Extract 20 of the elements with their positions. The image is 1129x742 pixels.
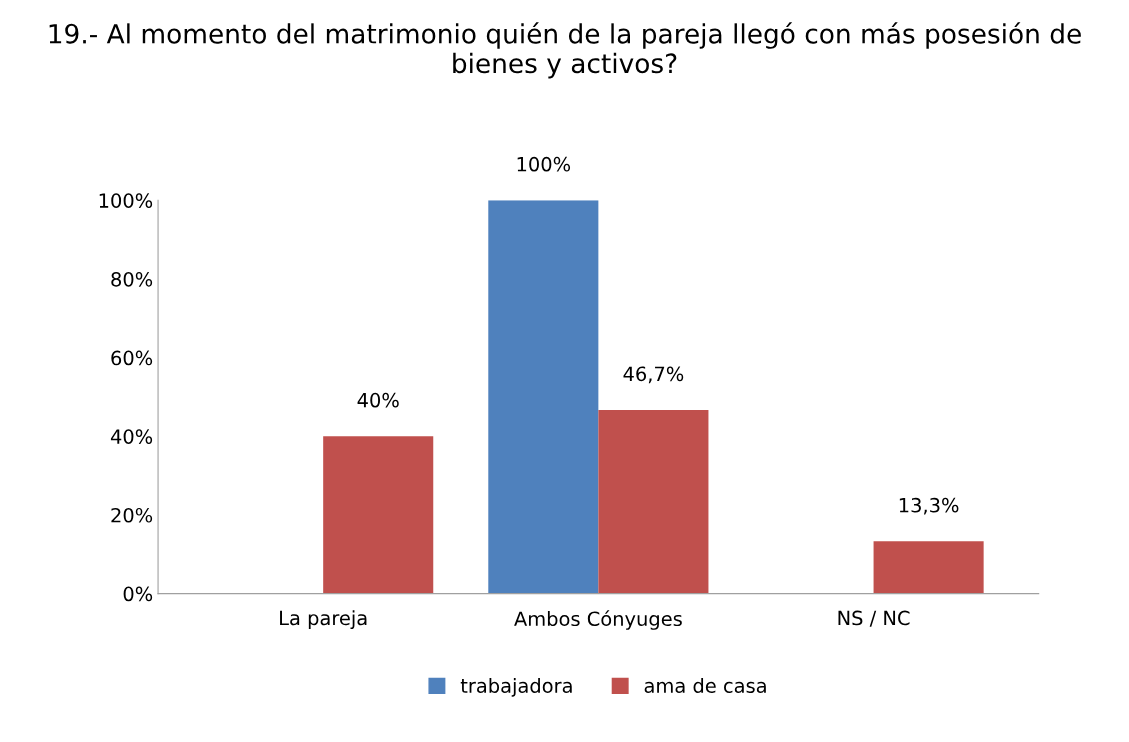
bar: [873, 541, 984, 594]
x-tick-label: La pareja: [280, 610, 367, 630]
x-tick-label: Ambos Cónyuges: [514, 610, 682, 630]
bar: [488, 200, 599, 594]
data-label: 40%: [357, 392, 399, 408]
y-tick-label: 40%: [110, 429, 153, 444]
y-tick-label: 100%: [99, 193, 153, 208]
legend-label: trabajadora: [460, 677, 572, 697]
legend-label: ama de casa: [644, 677, 766, 694]
x-tick-label: NS / NC: [838, 610, 910, 627]
data-label: 13,3%: [899, 497, 959, 515]
y-tick-label: 20%: [111, 507, 153, 523]
data-label: 46,7%: [623, 366, 684, 384]
y-tick-label: 0%: [123, 586, 153, 602]
data-label: 100%: [517, 156, 571, 172]
chart-title: 19.- Al momento del matrimonio quién de la pareja llegó con más posesión de bienes y activos?: [49, 22, 1081, 79]
y-tick-label: 80%: [111, 271, 153, 287]
bar: [323, 436, 434, 594]
y-tick-label: 60%: [111, 350, 153, 366]
bar: [598, 409, 709, 594]
